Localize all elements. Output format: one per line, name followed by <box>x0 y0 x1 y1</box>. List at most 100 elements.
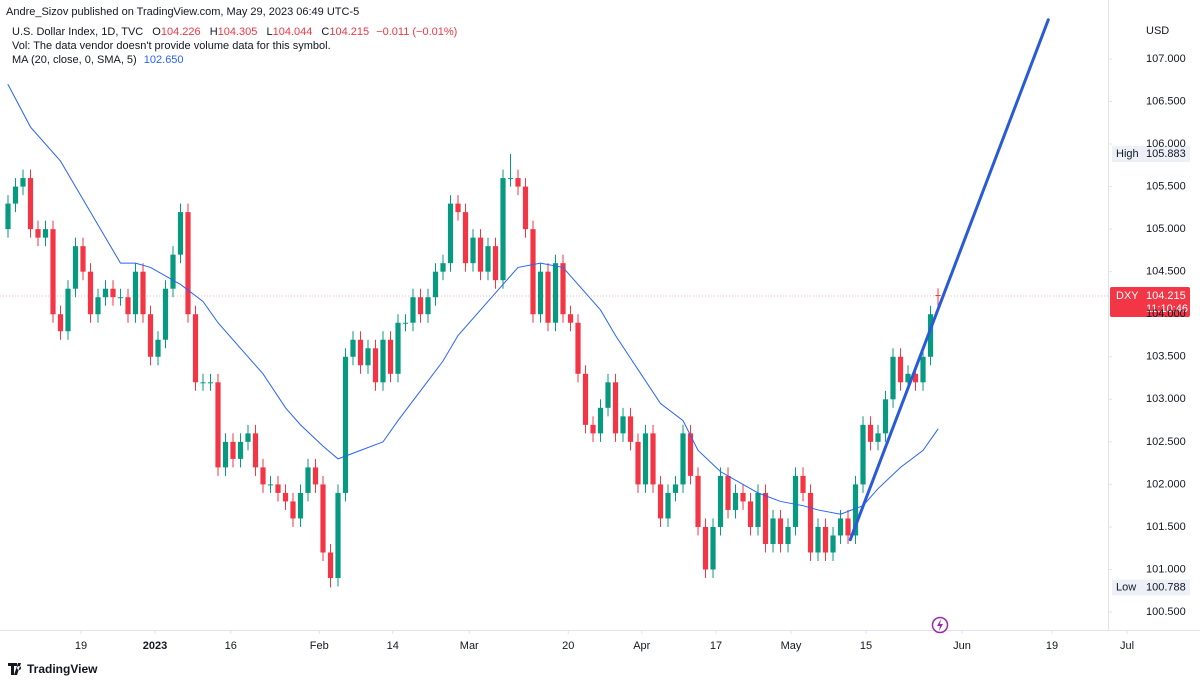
plot-area <box>0 18 1128 634</box>
ma-line <box>7 83 939 515</box>
candle-body <box>395 322 401 374</box>
candle-body <box>515 178 521 187</box>
volume-note: Vol: The data vendor doesn't provide vol… <box>12 40 331 52</box>
candle-body <box>200 382 206 384</box>
y-tick-label: 101.000 <box>1146 563 1186 575</box>
x-tick-label: 19 <box>1046 640 1058 652</box>
y-tick-label: 103.500 <box>1146 351 1186 363</box>
candle-body <box>177 212 184 255</box>
high-tag-box <box>1112 146 1190 163</box>
candle-body <box>582 373 589 425</box>
candle-body <box>425 297 431 315</box>
candle-body <box>492 246 499 281</box>
candle-body <box>402 322 409 324</box>
candle-body <box>50 229 56 315</box>
candle-body <box>245 433 251 442</box>
candle-body <box>485 246 491 272</box>
y-tick-label: 107.000 <box>1146 53 1186 65</box>
candle-body <box>155 339 161 357</box>
candle-body <box>650 433 656 485</box>
candle-body <box>12 186 19 204</box>
candle-body <box>507 178 514 180</box>
candle-body <box>800 475 806 493</box>
legend-key: L <box>266 26 272 38</box>
ma-value: 102.650 <box>144 54 184 66</box>
candle-body <box>110 288 116 298</box>
y-tick-label: 106.500 <box>1146 95 1186 107</box>
candle-body <box>845 518 851 536</box>
candle-body <box>815 526 821 553</box>
symbol-tag: DXY <box>1116 290 1139 302</box>
candle-body <box>267 484 274 486</box>
ma-name: MA (20, close, 0, SMA, 5) <box>12 54 137 66</box>
y-tick-label: 105.500 <box>1146 181 1186 193</box>
legend-key: C <box>321 26 329 38</box>
candle-body <box>897 356 904 383</box>
legend-key: H <box>210 26 218 38</box>
symbol-title: U.S. Dollar Index, 1D, TVC <box>12 26 143 38</box>
legend-low: 104.044 <box>273 26 313 38</box>
legend-line: U.S. Dollar Index, 1D, TVC O104.226 H104… <box>12 26 457 38</box>
x-tick-label: 2023 <box>143 640 167 652</box>
candle-body <box>380 339 386 383</box>
candle-body <box>312 467 319 485</box>
last-price-box <box>1110 286 1190 317</box>
ma-legend: MA (20, close, 0, SMA, 5) 102.650 <box>12 54 184 66</box>
candle-body <box>170 254 176 289</box>
candle-body <box>905 373 911 383</box>
legend-high: 104.305 <box>218 26 258 38</box>
candle-body <box>20 178 26 187</box>
candle-body <box>192 314 199 383</box>
candle-body <box>635 441 641 485</box>
candle-body <box>612 382 619 434</box>
event-bolt <box>937 619 943 631</box>
candle-body <box>830 535 836 553</box>
candle-body <box>755 492 761 527</box>
candle-body <box>852 484 859 536</box>
candle-body <box>387 339 394 374</box>
candle-body <box>785 526 791 544</box>
trend-line <box>848 18 1050 542</box>
y-tick-label: 104.000 <box>1146 308 1186 320</box>
candle-body <box>80 246 86 272</box>
candle-body <box>222 441 229 468</box>
candle-body <box>710 526 716 570</box>
x-tick-label: May <box>781 640 802 652</box>
candle-body <box>530 229 536 315</box>
candle-body <box>920 356 926 383</box>
x-tick-label: Apr <box>633 640 650 652</box>
countdown: 11:10:46 <box>1146 303 1188 315</box>
candle-body <box>117 297 124 299</box>
candle-body <box>147 314 154 357</box>
candle-body <box>695 475 701 527</box>
candle-body <box>687 433 694 476</box>
candle-body <box>627 416 634 442</box>
candle-body <box>522 186 529 230</box>
candle-body <box>335 492 341 579</box>
y-tick-label: 103.000 <box>1146 393 1186 405</box>
candle-body <box>447 203 454 264</box>
candle-body <box>620 416 626 434</box>
brand-name: TradingView <box>27 662 98 676</box>
last-price-value: 104.215 <box>1146 290 1186 302</box>
candle-body <box>432 271 439 298</box>
candle-body <box>605 382 611 408</box>
candle-body <box>35 229 41 238</box>
legend-close: 104.215 <box>329 26 369 38</box>
candle-body <box>87 271 94 315</box>
candle-body <box>470 237 476 264</box>
candle-body <box>72 246 79 289</box>
currency: USD <box>1146 25 1169 37</box>
x-tick-label: 14 <box>387 640 399 652</box>
high-tag-value: 105.883 <box>1146 148 1186 160</box>
candle-body <box>410 297 416 323</box>
x-tick-label: Feb <box>310 640 329 652</box>
candle-body <box>42 229 49 238</box>
candle-body <box>672 484 679 493</box>
candle-body <box>822 526 829 553</box>
candle-body <box>747 501 754 527</box>
x-tick-label: Mar <box>460 640 479 652</box>
candle-body <box>462 212 469 264</box>
